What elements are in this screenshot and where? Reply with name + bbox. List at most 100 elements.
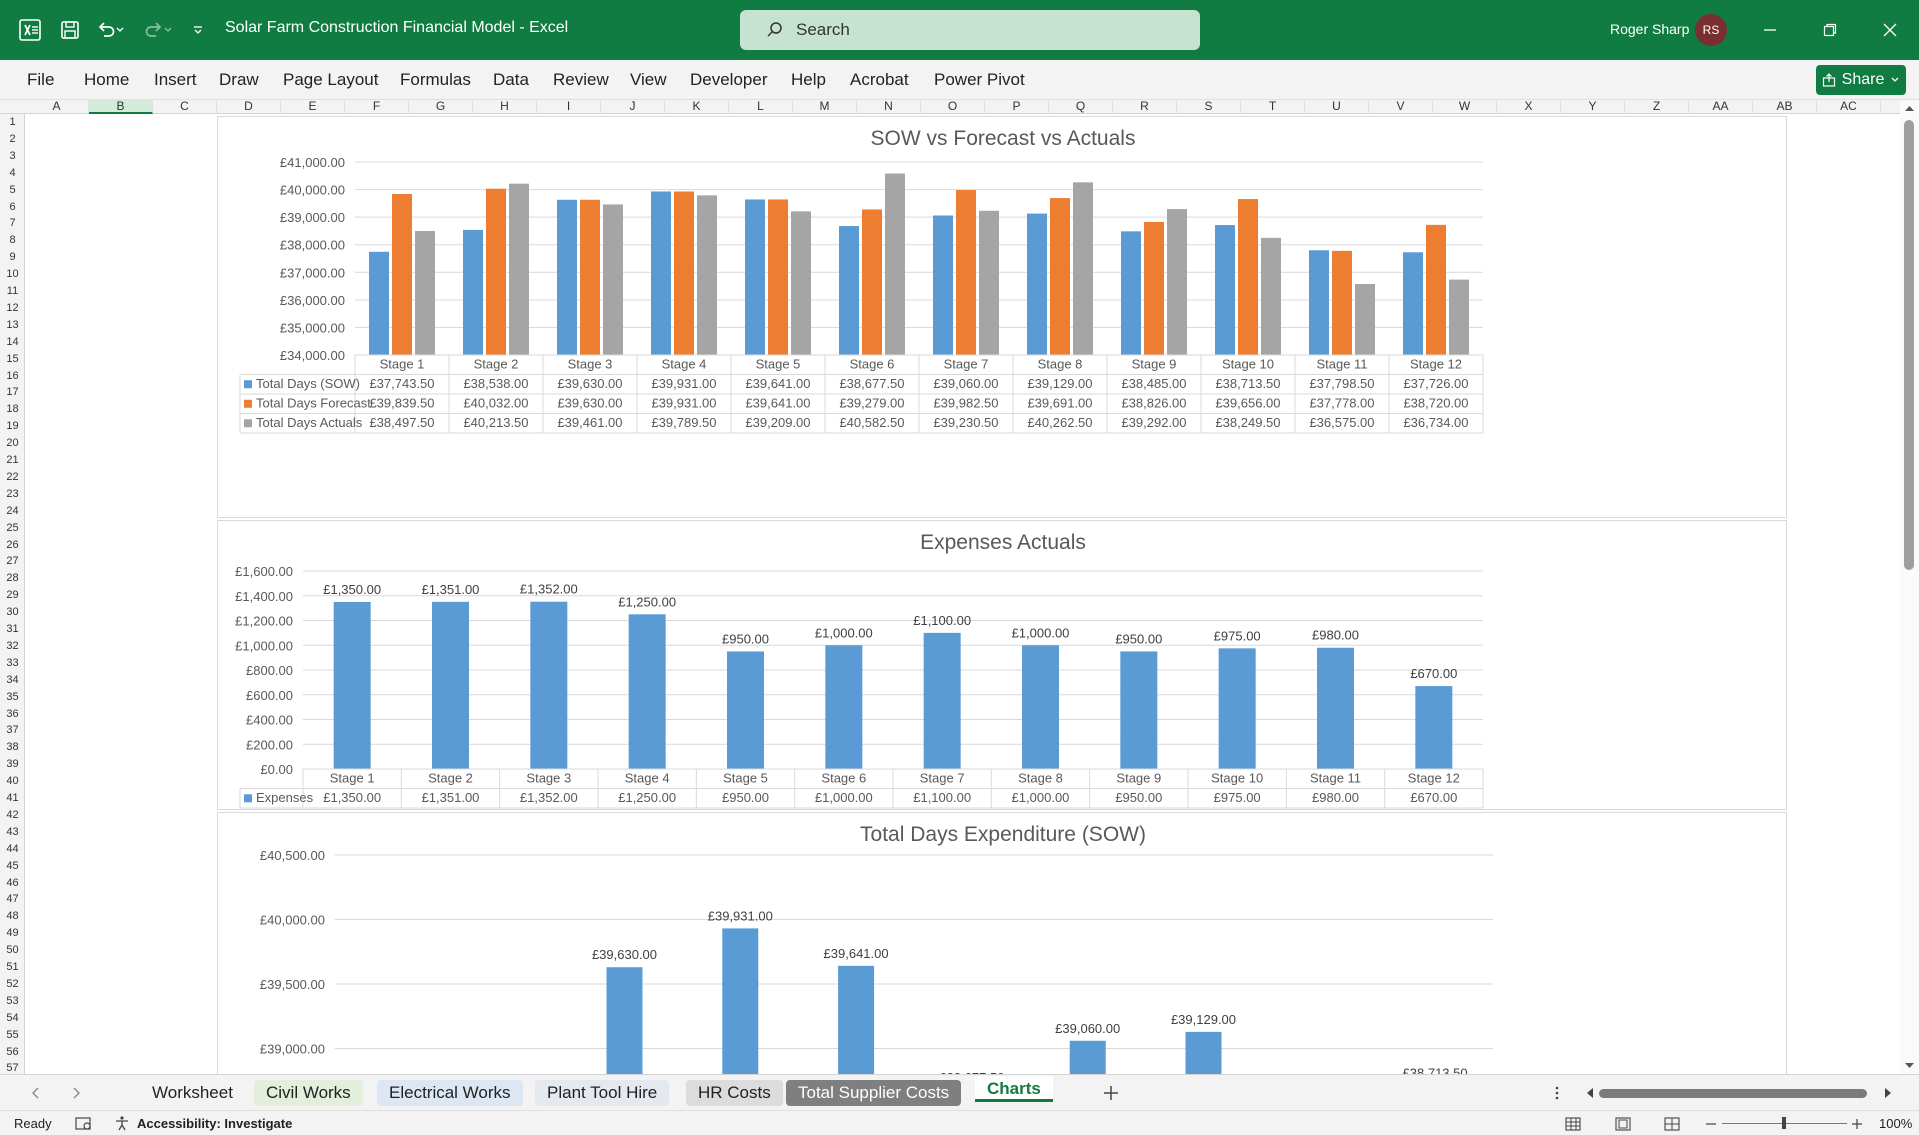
horizontal-scroll-thumb[interactable] <box>1599 1089 1867 1098</box>
column-header-N[interactable]: N <box>857 100 921 114</box>
row-header-46[interactable]: 46 <box>6 876 19 889</box>
user-name[interactable]: Roger Sharp <box>1610 21 1690 37</box>
column-header-H[interactable]: H <box>473 100 537 114</box>
scroll-left-icon[interactable] <box>1585 1086 1595 1100</box>
sheet-tab-worksheet[interactable]: Worksheet <box>140 1080 245 1106</box>
column-header-AA[interactable]: AA <box>1689 100 1753 114</box>
tab-page-layout[interactable]: Page Layout <box>283 70 379 89</box>
normal-view-icon[interactable] <box>1565 1117 1581 1131</box>
column-header-I[interactable]: I <box>537 100 601 114</box>
accessibility-status[interactable]: Accessibility: Investigate <box>137 1116 293 1131</box>
column-header-AB[interactable]: AB <box>1753 100 1817 114</box>
sheet-tab-civil-works[interactable]: Civil Works <box>254 1080 363 1106</box>
column-header-M[interactable]: M <box>793 100 857 114</box>
row-header-51[interactable]: 51 <box>6 961 19 973</box>
column-header-Q[interactable]: Q <box>1049 100 1113 114</box>
row-header-37[interactable]: 37 <box>6 724 19 737</box>
row-header-50[interactable]: 50 <box>6 944 19 957</box>
sheet-tab-total-supplier-costs[interactable]: Total Supplier Costs <box>786 1080 962 1106</box>
vertical-scrollbar[interactable] <box>1900 100 1919 1074</box>
column-header-U[interactable]: U <box>1305 100 1369 114</box>
row-header-54[interactable]: 54 <box>6 1011 19 1024</box>
add-sheet-icon[interactable] <box>1103 1085 1119 1101</box>
row-header-26[interactable]: 26 <box>6 538 19 551</box>
column-header-O[interactable]: O <box>921 100 985 114</box>
scroll-down-icon[interactable] <box>1900 1058 1919 1072</box>
row-header-41[interactable]: 41 <box>6 792 19 804</box>
row-header-14[interactable]: 14 <box>6 335 19 348</box>
column-header-X[interactable]: X <box>1497 100 1561 114</box>
vertical-scroll-thumb[interactable] <box>1904 120 1914 570</box>
row-header-20[interactable]: 20 <box>6 437 19 450</box>
sheet-tab-electrical-works[interactable]: Electrical Works <box>377 1080 523 1106</box>
row-header-44[interactable]: 44 <box>6 842 19 855</box>
sheet-tab-charts[interactable]: Charts <box>975 1076 1053 1102</box>
row-header-4[interactable]: 4 <box>9 166 16 179</box>
column-header-Y[interactable]: Y <box>1561 100 1625 114</box>
row-header-35[interactable]: 35 <box>6 690 19 703</box>
avatar[interactable]: RS <box>1695 14 1727 46</box>
row-header-11[interactable]: 11 <box>6 285 19 297</box>
tab-view[interactable]: View <box>630 70 667 89</box>
zoom-level[interactable]: 100% <box>1879 1116 1913 1131</box>
row-header-3[interactable]: 3 <box>9 149 16 162</box>
row-header-29[interactable]: 29 <box>6 589 19 602</box>
row-header-55[interactable]: 55 <box>6 1028 19 1041</box>
scroll-up-icon[interactable] <box>1900 102 1919 116</box>
customize-toolbar-icon[interactable] <box>186 14 210 46</box>
minimize-icon[interactable] <box>1754 14 1786 46</box>
column-header-W[interactable]: W <box>1433 100 1497 114</box>
close-icon[interactable] <box>1874 14 1906 46</box>
row-header-45[interactable]: 45 <box>6 859 19 872</box>
row-header-21[interactable]: 21 <box>6 454 19 466</box>
row-header-39[interactable]: 39 <box>6 758 19 771</box>
row-header-5[interactable]: 5 <box>9 183 16 196</box>
share-button[interactable]: Share <box>1816 65 1906 95</box>
row-header-28[interactable]: 28 <box>6 572 19 585</box>
page-layout-view-icon[interactable] <box>1615 1117 1631 1131</box>
scroll-right-icon[interactable] <box>1883 1086 1893 1100</box>
row-header-15[interactable]: 15 <box>6 352 19 365</box>
row-header-16[interactable]: 16 <box>6 369 19 382</box>
column-header-T[interactable]: T <box>1241 100 1305 114</box>
column-header-AC[interactable]: AC <box>1817 100 1881 114</box>
undo-dropdown-icon[interactable] <box>112 14 128 46</box>
tab-home[interactable]: Home <box>84 70 130 89</box>
row-header-24[interactable]: 24 <box>6 504 19 517</box>
redo-icon[interactable] <box>138 14 170 46</box>
macro-recording-icon[interactable] <box>75 1117 93 1131</box>
sheet-tab-plant-tool-hire[interactable]: Plant Tool Hire <box>535 1080 670 1106</box>
tab-file[interactable]: File <box>27 70 55 89</box>
accessibility-icon[interactable] <box>114 1115 130 1131</box>
column-header-V[interactable]: V <box>1369 100 1433 114</box>
search-box[interactable]: Search <box>740 10 1200 50</box>
row-header-6[interactable]: 6 <box>9 200 16 213</box>
tab-data[interactable]: Data <box>493 70 529 89</box>
more-options-icon[interactable] <box>1554 1085 1560 1101</box>
row-header-27[interactable]: 27 <box>6 555 19 568</box>
row-header-31[interactable]: 31 <box>6 623 19 635</box>
row-header-30[interactable]: 30 <box>6 606 19 619</box>
chevron-right-icon[interactable] <box>69 1086 83 1100</box>
chart-sow-forecast-actuals[interactable]: SOW vs Forecast vs Actuals £34,000.00 £35,… <box>217 116 1787 518</box>
tab-draw[interactable]: Draw <box>219 70 259 89</box>
column-header-K[interactable]: K <box>665 100 729 114</box>
row-header-53[interactable]: 53 <box>6 994 19 1007</box>
row-header-43[interactable]: 43 <box>6 825 19 838</box>
column-header-G[interactable]: G <box>409 100 473 114</box>
column-header-P[interactable]: P <box>985 100 1049 114</box>
sheet-grid[interactable]: SOW vs Forecast vs Actuals £34,000.00 £35,… <box>25 114 1900 1074</box>
row-header-52[interactable]: 52 <box>6 977 19 990</box>
row-header-22[interactable]: 22 <box>6 470 19 483</box>
tab-power-pivot[interactable]: Power Pivot <box>934 70 1025 89</box>
row-header-23[interactable]: 23 <box>6 487 19 500</box>
row-header-40[interactable]: 40 <box>6 775 19 788</box>
row-header-9[interactable]: 9 <box>9 251 16 264</box>
row-header-38[interactable]: 38 <box>6 741 19 754</box>
row-header-10[interactable]: 10 <box>6 268 19 281</box>
zoom-slider-thumb[interactable] <box>1782 1117 1786 1129</box>
row-header-56[interactable]: 56 <box>6 1045 19 1058</box>
row-header-8[interactable]: 8 <box>9 234 16 247</box>
save-icon[interactable] <box>54 14 86 46</box>
row-header-42[interactable]: 42 <box>6 808 19 821</box>
